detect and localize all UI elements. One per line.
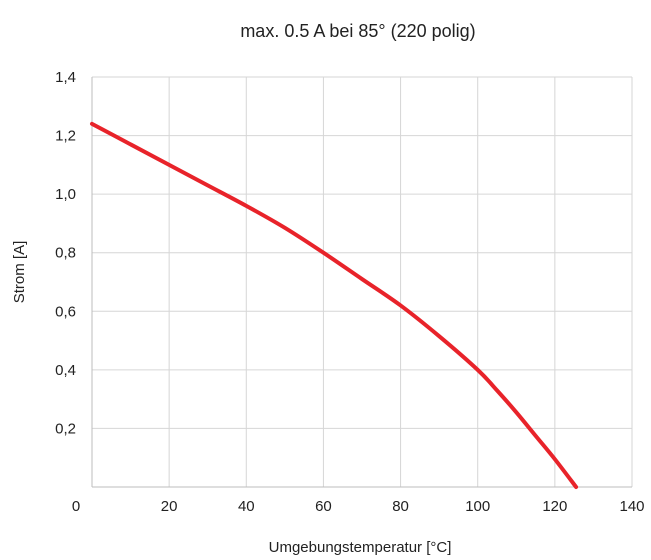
y-tick-label: 1,4 bbox=[55, 69, 76, 86]
x-tick-label: 60 bbox=[315, 498, 332, 515]
axes bbox=[91, 77, 632, 488]
y-tick-label: 0,4 bbox=[55, 362, 76, 379]
y-tick-label: 0,2 bbox=[55, 420, 76, 437]
chart-title: max. 0.5 A bei 85° (220 polig) bbox=[240, 21, 475, 41]
x-tick-label: 80 bbox=[392, 498, 409, 515]
x-tick-label: 0 bbox=[72, 498, 80, 515]
y-tick-label: 1,0 bbox=[55, 186, 76, 203]
x-axis-label: Umgebungstemperatur [°C] bbox=[269, 539, 452, 556]
x-tick-label: 20 bbox=[161, 498, 178, 515]
x-tick-label: 100 bbox=[465, 498, 490, 515]
x-tick-label: 140 bbox=[619, 498, 644, 515]
y-tick-label: 1,2 bbox=[55, 128, 76, 145]
x-tick-label: 40 bbox=[238, 498, 255, 515]
series-layer bbox=[90, 121, 579, 489]
x-tick-label: 120 bbox=[542, 498, 567, 515]
y-tick-label: 0,8 bbox=[55, 245, 76, 262]
grid bbox=[92, 76, 633, 487]
tick-labels: 0 20 40 60 80 100 120 140 0,2 0,4 0,6 0,8 1,0 1,2 1,4 bbox=[55, 69, 644, 515]
series-line bbox=[90, 121, 579, 489]
y-axis-label: Strom [A] bbox=[11, 241, 28, 304]
y-tick-label: 0,6 bbox=[55, 303, 76, 320]
